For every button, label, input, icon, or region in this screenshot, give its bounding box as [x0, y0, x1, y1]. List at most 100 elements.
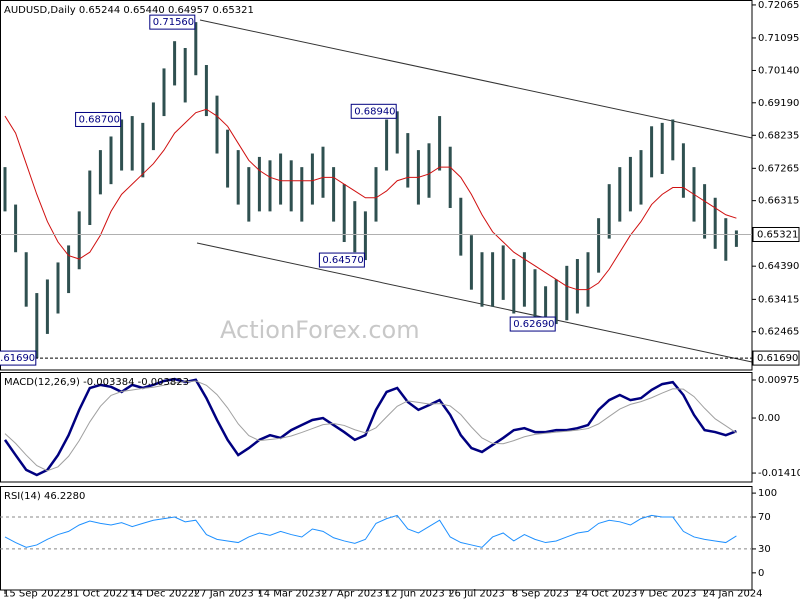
x-tick-label: 27 Jan 2023	[194, 589, 254, 600]
price-bar	[480, 252, 484, 307]
x-tick-label: 14 Mar 2023	[257, 589, 320, 600]
price-bar	[628, 156, 632, 212]
price-bar	[681, 143, 685, 198]
y-tick-label: 0.70140	[758, 65, 799, 76]
y-tick-label: 0.67265	[758, 163, 799, 174]
macd-panel	[0, 372, 753, 483]
price-bar	[660, 122, 664, 174]
y-tick-label: 100	[758, 488, 777, 499]
support-box	[752, 350, 800, 366]
price-bar	[151, 102, 155, 151]
price-bar	[45, 279, 49, 334]
moving-average	[4, 108, 737, 291]
last-price-box	[752, 226, 800, 242]
price-bar	[544, 286, 548, 323]
price-bar	[575, 259, 579, 314]
y-tick-label: 0.62465	[758, 327, 799, 338]
y-tick-label: 0.71095	[758, 33, 799, 44]
price-bar	[724, 218, 728, 261]
x-tick-label: 12 Jun 2023	[385, 589, 445, 600]
price-bar	[703, 184, 707, 239]
price-bar	[469, 235, 473, 290]
y-tick-label: 70	[758, 512, 771, 523]
price-bar	[491, 252, 495, 307]
price-bar	[279, 153, 283, 205]
panel-header: AUDUSD,Daily 0.65244 0.65440 0.64957 0.6…	[4, 5, 254, 16]
y-tick-label: 0.00	[758, 413, 780, 424]
lower-channel	[196, 242, 753, 363]
y-tick-label: 0.68235	[758, 130, 799, 141]
price-bar	[554, 279, 558, 325]
price-bar	[427, 143, 431, 198]
price-bar	[120, 119, 124, 171]
annotation-label: 0.62690	[513, 319, 554, 330]
price-bar	[215, 95, 219, 154]
annotation-box	[75, 111, 122, 127]
price-bar	[130, 116, 134, 171]
price-bar	[310, 153, 314, 205]
trendlines	[196, 19, 753, 363]
annotation-box	[149, 14, 196, 30]
price-bar	[194, 22, 198, 76]
annotation-label: 0.68700	[79, 114, 120, 125]
price-bar	[713, 197, 717, 249]
price-bar	[448, 146, 452, 208]
panel-header: RSI(14) 46.2280	[4, 491, 85, 502]
price-bar	[88, 170, 92, 225]
price-bar	[607, 184, 611, 239]
indicator-line	[3, 377, 737, 477]
panel-header: MACD(12,26,9) -0.003384 -0.003823	[4, 377, 189, 388]
price-bar	[395, 111, 399, 154]
price-bar	[300, 167, 304, 222]
price-bar	[321, 146, 325, 198]
price-bar	[522, 252, 526, 307]
price-panel	[0, 0, 753, 371]
y-tick-label: 0.64390	[758, 261, 799, 272]
price-bar	[257, 156, 261, 212]
price-bar	[512, 259, 516, 314]
price-bar	[67, 245, 71, 294]
x-tick-label: 24 Oct 2023	[575, 589, 637, 600]
y-tick-label: 0.009751	[758, 375, 800, 386]
price-bar	[162, 68, 166, 117]
x-tick-label: 27 Apr 2023	[321, 589, 383, 600]
price-bar	[268, 160, 272, 212]
x-tick-label: 7 Dec 2023	[639, 589, 697, 600]
annotation-box	[318, 252, 365, 268]
price-bar	[374, 167, 378, 222]
annotation-box	[509, 316, 556, 332]
support-label: 0.61690	[757, 353, 798, 364]
rsi-panel	[0, 486, 753, 591]
price-bar	[77, 211, 81, 270]
price-bar	[173, 41, 177, 86]
price-bar	[501, 245, 505, 300]
price-bar	[639, 150, 643, 205]
y-tick-label: 0	[758, 568, 764, 579]
price-bar	[597, 218, 601, 273]
y-tick-label: 0.63415	[758, 294, 799, 305]
y-tick-label: -0.014107	[758, 468, 800, 479]
price-bar	[226, 129, 230, 188]
annotation-label: 0.61690	[0, 353, 35, 364]
price-bar	[363, 211, 367, 261]
y-tick-label: 0.72065	[758, 0, 799, 11]
price-bar	[385, 119, 389, 171]
annotation-label: 0.68940	[354, 106, 395, 117]
x-tick-label: 14 Dec 2022	[130, 589, 194, 600]
annotation-box	[0, 350, 37, 366]
price-bar	[35, 293, 39, 359]
price-bar	[650, 126, 654, 178]
price-bar	[353, 201, 357, 253]
price-bar	[586, 252, 590, 307]
x-tick-label: 15 Sep 2022	[3, 589, 66, 600]
price-bar	[289, 160, 293, 212]
last-price-label: 0.65321	[757, 229, 798, 240]
price-bar	[141, 122, 145, 178]
annotation-label: 0.64570	[322, 255, 363, 266]
x-tick-label: 31 Oct 2022	[67, 589, 129, 600]
price-bar	[332, 167, 336, 222]
watermark: ActionForex.com	[220, 316, 420, 344]
price-bar	[183, 47, 187, 103]
